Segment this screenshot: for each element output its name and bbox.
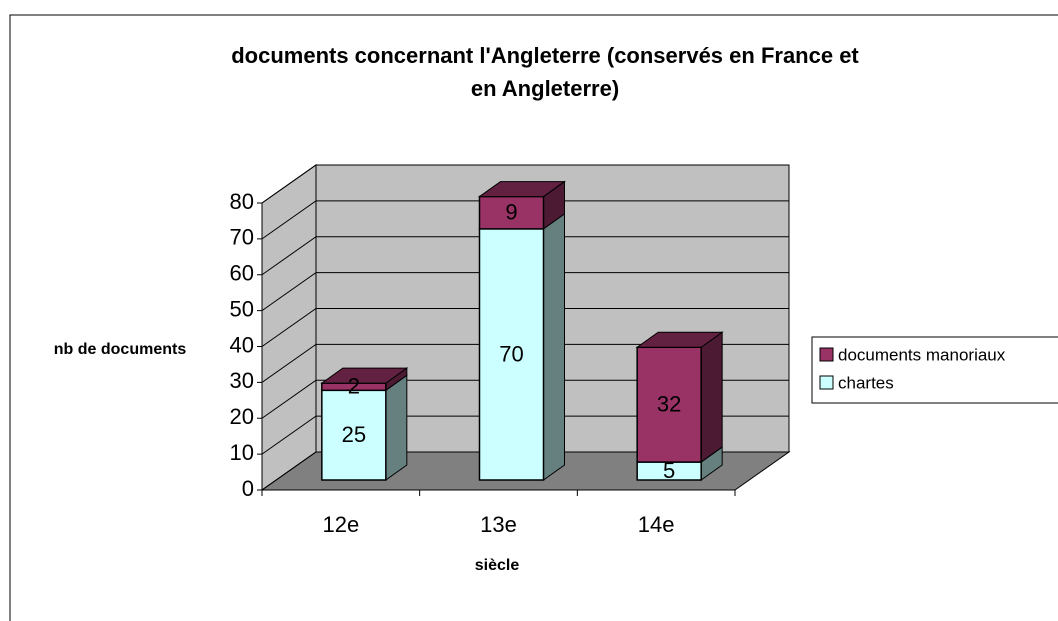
legend-box	[811, 336, 1058, 404]
grid-line	[261, 451, 789, 491]
y-tick-label: 70	[230, 225, 254, 250]
value-label: 25	[342, 422, 366, 447]
y-tick-label: 60	[230, 261, 254, 286]
grid-line	[261, 379, 789, 419]
legend-swatch	[819, 375, 834, 390]
grid-line	[261, 272, 789, 312]
bar-top	[477, 181, 567, 198]
bar	[636, 346, 702, 463]
bar-side	[385, 374, 408, 481]
x-tick-label: 13e	[480, 512, 517, 537]
grid-line	[261, 308, 789, 347]
bar-top	[320, 367, 409, 384]
legend-label: chartes	[838, 373, 894, 392]
legend-swatch	[819, 347, 834, 362]
x-axis-label: siècle	[475, 557, 520, 574]
x-tick-label: 12e	[322, 512, 359, 537]
chart-title: documents concernant l'Angleterre (conse…	[231, 43, 859, 68]
value-label: 32	[657, 391, 681, 416]
grid-line	[261, 200, 789, 240]
value-label: 2	[348, 374, 360, 399]
value-label: 5	[663, 458, 675, 483]
chart-title: en Angleterre)	[471, 76, 619, 101]
y-axis-label: nb de documents	[54, 341, 187, 358]
y-tick-label: 40	[230, 332, 254, 357]
bar-top	[635, 331, 724, 348]
value-label: 70	[499, 341, 523, 366]
grid-line	[261, 343, 789, 383]
grid-line	[261, 236, 789, 276]
y-tick-label: 10	[230, 440, 254, 465]
legend-label: documents manoriaux	[838, 345, 1006, 364]
y-tick-label: 20	[230, 404, 254, 429]
y-tick-label: 30	[230, 368, 254, 393]
bar	[478, 228, 545, 481]
grid-line	[261, 164, 789, 204]
bar-side	[543, 212, 565, 481]
x-tick-label: 14e	[638, 512, 675, 537]
y-tick-label: 0	[242, 476, 254, 501]
bar	[478, 195, 545, 230]
grid-line	[261, 415, 789, 455]
bar	[321, 389, 387, 481]
bar-side	[700, 331, 723, 464]
y-tick-label: 50	[230, 296, 254, 321]
y-tick-label: 80	[230, 189, 254, 214]
value-label: 9	[505, 200, 517, 225]
